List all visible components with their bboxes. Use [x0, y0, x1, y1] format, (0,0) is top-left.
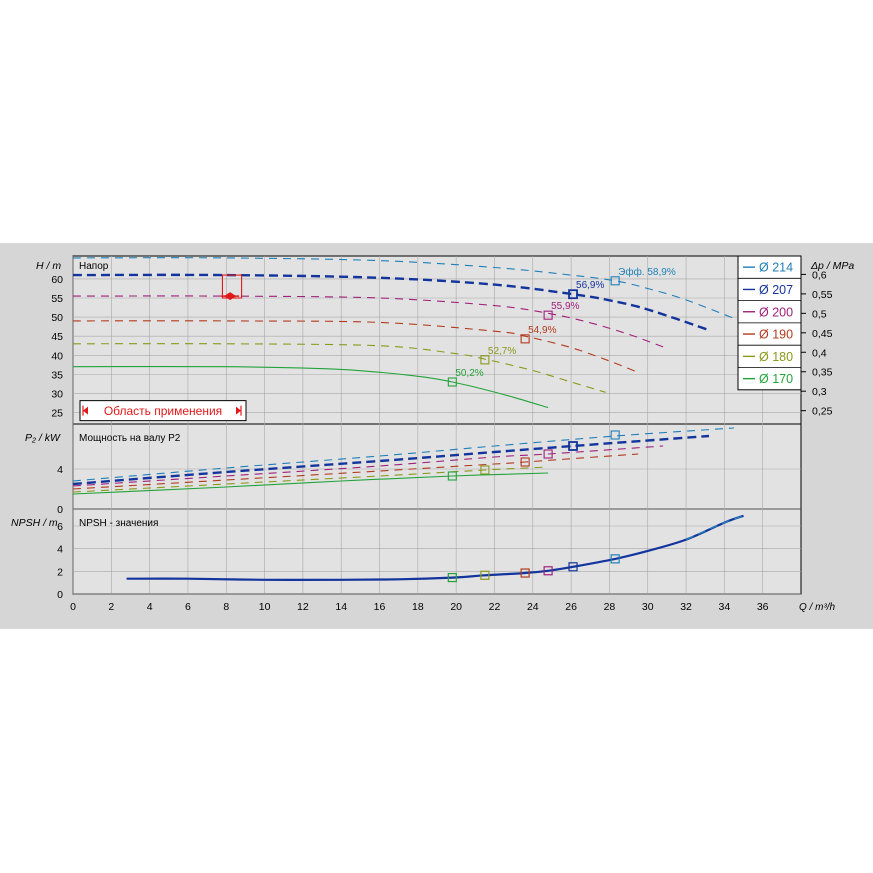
- npsh-bep-marker: [447, 572, 457, 583]
- pump-curve-chart: 0 2 4 6 8 10 12 14 16 18 20 22 24 26 28 30 32 34 36 Q / m³/…: [0, 243, 873, 629]
- legend-entry: Ø 190: [759, 328, 793, 342]
- npsh-bep-marker: [543, 566, 553, 576]
- application-range-label: Область применения: [104, 404, 222, 418]
- x-axis-label: Q / m³/h: [799, 602, 836, 613]
- arrow-left-icon: [83, 406, 88, 415]
- legend-entry: Ø 170: [759, 372, 793, 386]
- head-bep-marker: [447, 377, 457, 387]
- head-y-tick-label: 45: [51, 331, 63, 343]
- power-bep-marker: [520, 457, 530, 467]
- efficiency-label: 50,2%: [455, 368, 483, 379]
- x-tick-label: 24: [527, 601, 539, 613]
- npsh-bep-marker: [480, 570, 490, 580]
- npsh-bep-marker: [520, 568, 530, 578]
- power-panel-title: Мощность на валу P2: [79, 433, 181, 444]
- head-y-tick-label: 30: [51, 388, 63, 400]
- x-tick-label: 6: [185, 601, 191, 613]
- dp-axis-label: Δp / MPa: [810, 260, 854, 272]
- x-tick-label: 16: [374, 601, 386, 613]
- efficiency-label: 55,9%: [551, 301, 579, 312]
- npsh-y-tick-label: 4: [57, 544, 63, 556]
- x-tick-label: 20: [450, 601, 462, 613]
- head-y-tick-label: 55: [51, 293, 63, 305]
- dp-tick-label: 0,4: [812, 347, 827, 359]
- efficiency-label: 56,9%: [576, 280, 604, 291]
- head-bep-marker: [610, 276, 620, 286]
- head-y-tick-label: 25: [51, 408, 63, 420]
- legend-entry: Ø 207: [759, 283, 793, 297]
- x-tick-label: 8: [223, 601, 229, 613]
- power-y-tick-label: 4: [57, 464, 63, 476]
- dp-tick-label: 0,25: [812, 406, 833, 418]
- power-bep-marker: [568, 441, 578, 451]
- x-tick-label: 26: [565, 601, 577, 613]
- x-tick-label: 10: [259, 601, 271, 613]
- head-curve-180: [72, 343, 606, 393]
- efficiency-label: 54,9%: [528, 325, 556, 336]
- x-tick-label: 36: [757, 601, 769, 613]
- npsh-y-tick-label: 2: [57, 566, 63, 578]
- head-curve-170: [72, 365, 549, 409]
- power-bep-marker: [610, 430, 620, 440]
- dp-tick-label: 0,55: [812, 289, 833, 301]
- dp-tick-label: 0,35: [812, 367, 833, 379]
- x-tick-label: 0: [70, 601, 76, 613]
- head-y-tick-label: 50: [51, 312, 63, 324]
- x-tick-label: 34: [719, 601, 731, 613]
- npsh-curve: [126, 514, 744, 582]
- head-y-tick-label: 60: [51, 274, 63, 286]
- plot-area: [72, 255, 802, 595]
- npsh-bep-marker: [568, 562, 578, 572]
- head-bep-marker: [520, 334, 530, 344]
- head-bep-marker: [480, 355, 490, 365]
- x-tick-label: 30: [642, 601, 654, 613]
- npsh-y-axis-label: NPSH / m: [11, 517, 58, 529]
- x-tick-label: 12: [297, 601, 309, 613]
- power-bep-marker: [447, 471, 457, 481]
- legend-entry: Ø 180: [759, 350, 793, 364]
- npsh-bep-marker: [610, 554, 620, 564]
- efficiency-label: Эфф. 58,9%: [618, 266, 676, 278]
- head-y-axis-label: H / m: [36, 260, 61, 272]
- dp-tick-label: 0,45: [812, 328, 833, 340]
- x-tick-label: 22: [489, 601, 501, 613]
- efficiency-label: 52,7%: [488, 346, 516, 357]
- x-tick-label: 18: [412, 601, 424, 613]
- x-tick-label: 14: [335, 601, 347, 613]
- npsh-curve-tail: [685, 515, 744, 541]
- npsh-y-tick-label: 0: [57, 589, 63, 601]
- power-y-axis-label: P₂ / kW: [25, 432, 61, 444]
- x-tick-label: 2: [108, 601, 114, 613]
- arrow-right-icon: [236, 406, 241, 415]
- dp-tick-label: 0,6: [812, 269, 827, 281]
- power-bep-marker: [543, 449, 553, 459]
- power-y-tick-label: 0: [57, 504, 63, 516]
- power-curve-200: [72, 445, 664, 487]
- power-curve-180: [72, 466, 549, 493]
- head-y-tick-label: 40: [51, 350, 63, 362]
- power-curve-190: [72, 453, 639, 490]
- npsh-y-tick-label: 6: [57, 521, 63, 533]
- head-bep-marker: [543, 310, 553, 320]
- head-curve-214: [72, 257, 744, 323]
- power-bep-marker: [480, 465, 490, 475]
- legend-entry: Ø 200: [759, 305, 793, 319]
- x-tick-label: 32: [680, 601, 692, 613]
- x-tick-label: 4: [147, 601, 153, 613]
- head-curve-207: [72, 273, 710, 332]
- dp-tick-label: 0,5: [812, 308, 827, 320]
- power-curve-207: [72, 434, 710, 486]
- npsh-panel-title: NPSH - значения: [79, 518, 158, 529]
- dp-tick-label: 0,3: [812, 386, 827, 398]
- pump-curve-svg: 0 2 4 6 8 10 12 14 16 18 20 22 24 26 28 30 32 34 36 Q / m³/…: [11, 255, 854, 613]
- power-curve-170: [72, 472, 549, 495]
- head-panel-title: Напор: [79, 261, 109, 272]
- head-y-tick-label: 35: [51, 369, 63, 381]
- application-range-legend: [79, 400, 247, 422]
- x-tick-label: 28: [604, 601, 616, 613]
- legend-entry: Ø 214: [759, 261, 793, 275]
- head-bep-marker: [568, 289, 578, 300]
